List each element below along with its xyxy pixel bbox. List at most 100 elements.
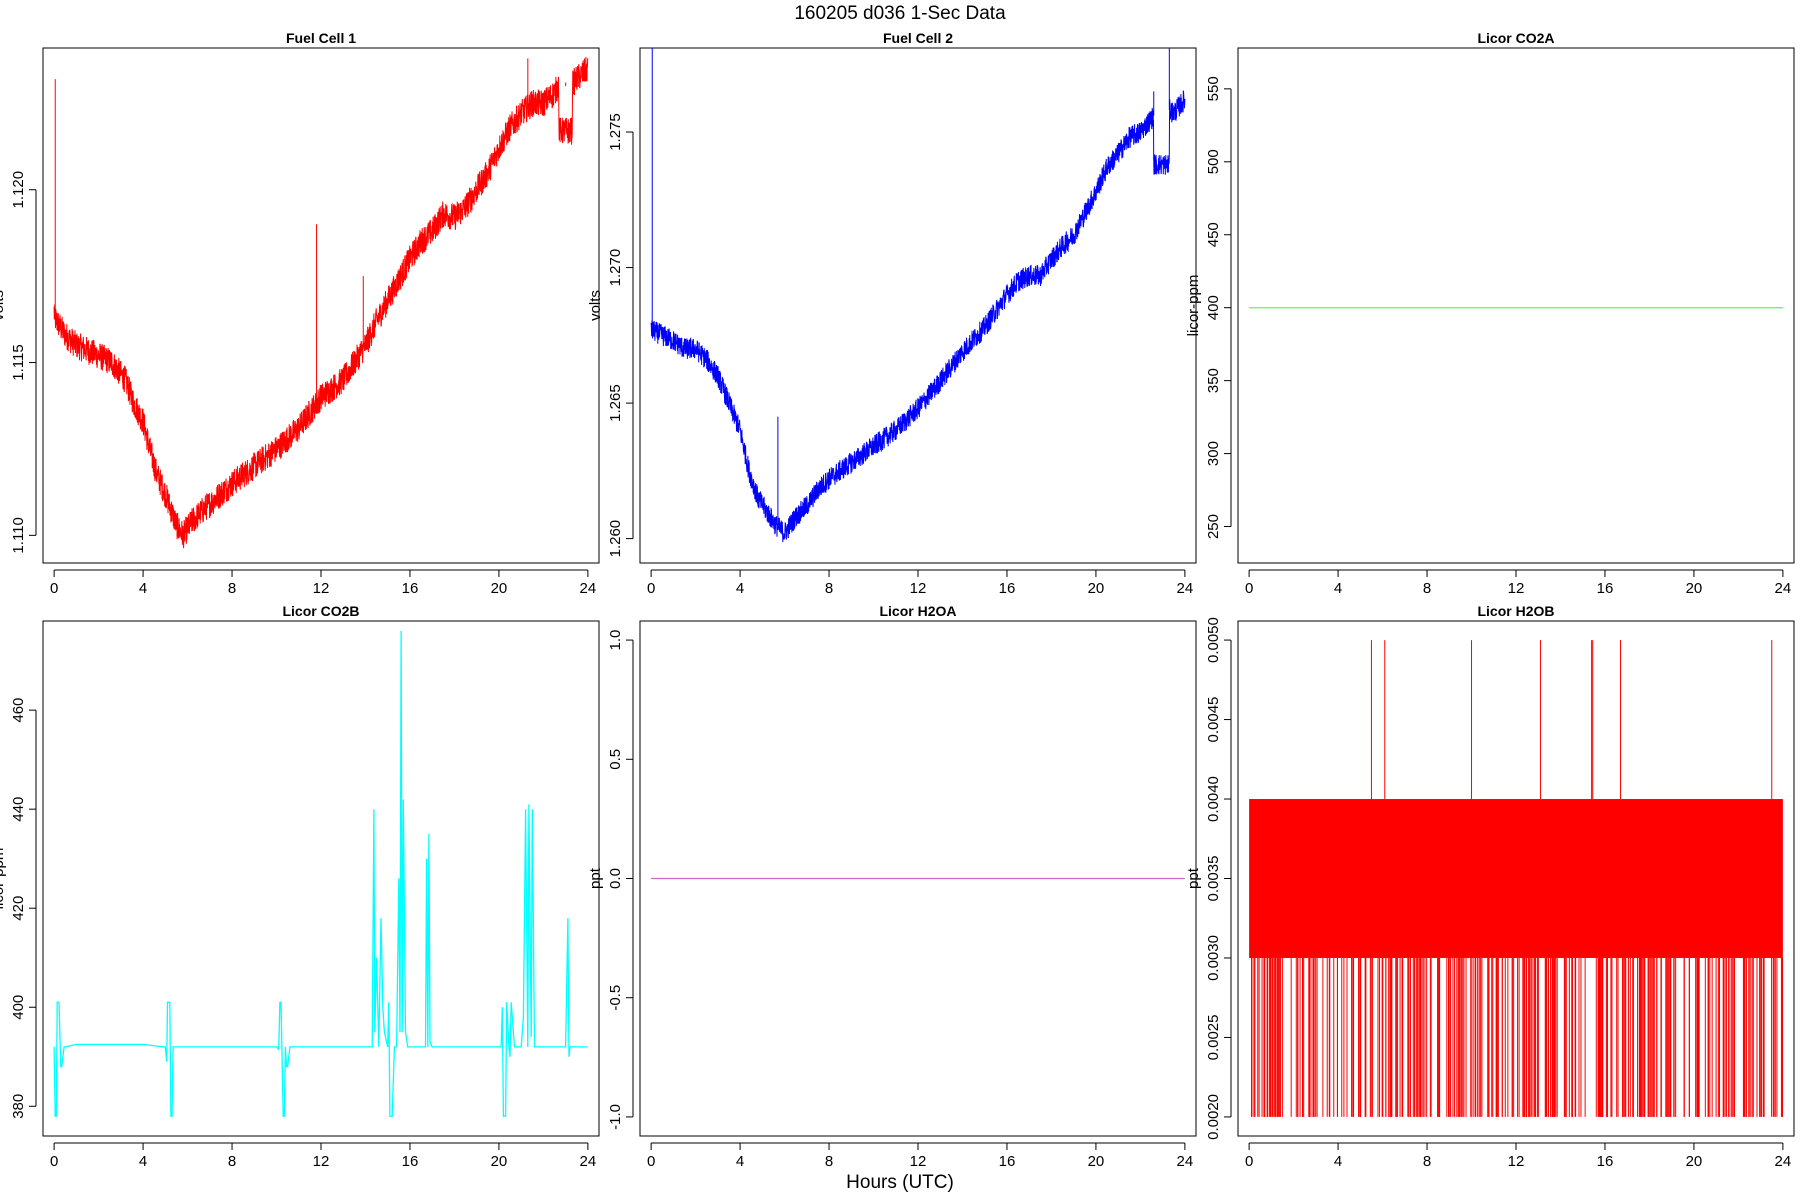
- x-tick-label: 20: [1686, 1153, 1703, 1170]
- data-group: [1249, 640, 1784, 1117]
- y-tick-label: 1.115: [10, 344, 27, 380]
- x-tick-label: 12: [1508, 1153, 1525, 1170]
- y-tick-label: 1.275: [607, 113, 624, 151]
- panel-title: Fuel Cell 2: [883, 30, 953, 46]
- y-tick-label: 450: [1205, 222, 1222, 247]
- y-tick-label: 440: [10, 797, 27, 822]
- x-tick-label: 12: [313, 1153, 330, 1170]
- y-tick-label: 420: [10, 896, 27, 921]
- panel-title: Fuel Cell 1: [286, 30, 356, 46]
- series-line: [53, 630, 588, 1117]
- x-tick-label: 0: [647, 580, 655, 597]
- x-tick-label: 16: [402, 1153, 419, 1170]
- y-tick-label: 0.0020: [1205, 1094, 1222, 1140]
- plot-frame: [639, 47, 1197, 564]
- x-tick-label: 16: [402, 580, 419, 597]
- x-tick-label: 4: [139, 1153, 147, 1170]
- data-group: [650, 48, 1186, 543]
- x-tick-label: 24: [580, 580, 597, 597]
- x-tick-label: 0: [50, 580, 58, 597]
- x-axis-label: Hours (UTC): [846, 1172, 954, 1193]
- panels: Fuel Cell 1 volts 0 4 8 12 16 20 24 1.110 1.115 1.1…: [0, 30, 1795, 1170]
- x-tick-label: 4: [139, 580, 147, 597]
- x-tick-label: 16: [1597, 580, 1614, 597]
- y-tick-label: -1.0: [607, 1104, 624, 1130]
- x-tick-label: 20: [491, 1153, 508, 1170]
- y-tick-label: 400: [10, 995, 27, 1020]
- plot-frame: [1237, 620, 1795, 1137]
- panel-title: Licor CO2B: [282, 603, 359, 619]
- y-tick-label: 1.270: [607, 249, 624, 287]
- x-tick-label: 8: [1423, 1153, 1431, 1170]
- panel-2: Licor CO2A licor-ppm 0 4 8 12 16 20 24 250 300 350 4…: [1185, 30, 1795, 597]
- y-tick-label: -0.5: [607, 985, 624, 1011]
- panel-title: Licor CO2A: [1477, 30, 1554, 46]
- x-tick-label: 4: [736, 1153, 744, 1170]
- x-tick-label: 8: [1423, 580, 1431, 597]
- x-tick-label: 4: [736, 580, 744, 597]
- x-tick-label: 0: [1245, 580, 1253, 597]
- y-tick-label: 1.0: [607, 630, 624, 651]
- x-tick-label: 16: [1597, 1153, 1614, 1170]
- panel-3: Licor CO2B licor-ppm 0 4 8 12 16 20 24 380 400 420 4…: [0, 603, 600, 1170]
- x-tick-label: 24: [1775, 580, 1792, 597]
- x-tick-label: 24: [580, 1153, 597, 1170]
- x-tick-label: 4: [1334, 580, 1342, 597]
- x-tick-label: 24: [1177, 1153, 1194, 1170]
- y-tick-label: 0.0: [607, 868, 624, 889]
- x-tick-label: 12: [910, 1153, 927, 1170]
- x-tick-label: 12: [1508, 580, 1525, 597]
- y-axis-label: volts: [0, 290, 7, 321]
- y-tick-label: 380: [10, 1094, 27, 1119]
- panel-0: Fuel Cell 1 volts 0 4 8 12 16 20 24 1.110 1.115 1.1…: [0, 30, 600, 597]
- y-tick-label: 460: [10, 698, 27, 723]
- data-group: [53, 630, 588, 1117]
- x-tick-label: 20: [1088, 1153, 1105, 1170]
- plot-frame: [42, 620, 600, 1137]
- y-tick-label: 0.0025: [1205, 1015, 1222, 1061]
- plot-frame: [1237, 47, 1795, 564]
- y-axis-label: volts: [587, 290, 604, 321]
- y-tick-label: 1.110: [10, 517, 27, 553]
- panel-5: Licor H2OB ppt 0 4 8 12 16 20 24 0.0020 0.0025 0.00…: [1185, 603, 1795, 1170]
- x-tick-label: 24: [1177, 580, 1194, 597]
- x-tick-label: 0: [647, 1153, 655, 1170]
- y-tick-label: 0.0030: [1205, 935, 1222, 981]
- y-axis-label: ppt: [1185, 867, 1202, 889]
- x-tick-label: 16: [999, 580, 1016, 597]
- y-tick-label: 0.0045: [1205, 697, 1222, 743]
- x-tick-label: 0: [1245, 1153, 1253, 1170]
- y-tick-label: 0.0040: [1205, 776, 1222, 822]
- panel-title: Licor H2OB: [1477, 603, 1554, 619]
- y-tick-label: 550: [1205, 76, 1222, 101]
- x-tick-label: 24: [1775, 1153, 1792, 1170]
- panel-4: Licor H2OA ppt 0 4 8 12 16 20 24 -1.0 -0.5 0.0 0.5 1.…: [587, 603, 1197, 1170]
- plot-frame: [639, 620, 1197, 1137]
- figure-title: 160205 d036 1-Sec Data: [794, 3, 1006, 24]
- x-tick-label: 12: [313, 580, 330, 597]
- y-tick-label: 1.260: [607, 520, 624, 558]
- y-axis-label: licor-ppm: [0, 848, 7, 910]
- y-tick-label: 300: [1205, 441, 1222, 466]
- x-tick-label: 0: [50, 1153, 58, 1170]
- y-axis-label: licor-ppm: [1185, 275, 1202, 337]
- x-tick-label: 16: [999, 1153, 1016, 1170]
- y-tick-label: 0.5: [607, 749, 624, 770]
- x-tick-label: 12: [910, 580, 927, 597]
- y-axis-label: ppt: [587, 867, 604, 889]
- panel-title: Licor H2OA: [879, 603, 956, 619]
- x-tick-label: 20: [491, 580, 508, 597]
- x-tick-label: 20: [1088, 580, 1105, 597]
- filled-band: [1249, 799, 1783, 958]
- y-tick-label: 0.0050: [1205, 617, 1222, 663]
- x-tick-label: 20: [1686, 580, 1703, 597]
- y-tick-label: 500: [1205, 149, 1222, 174]
- x-tick-label: 4: [1334, 1153, 1342, 1170]
- y-tick-label: 250: [1205, 514, 1222, 539]
- panel-1: Fuel Cell 2 volts 0 4 8 12 16 20 24 1.260 1.265 1.2…: [587, 30, 1197, 597]
- series-line: [650, 90, 1186, 543]
- x-tick-label: 8: [228, 1153, 236, 1170]
- y-tick-label: 0.0035: [1205, 856, 1222, 902]
- plot-frame: [42, 47, 600, 564]
